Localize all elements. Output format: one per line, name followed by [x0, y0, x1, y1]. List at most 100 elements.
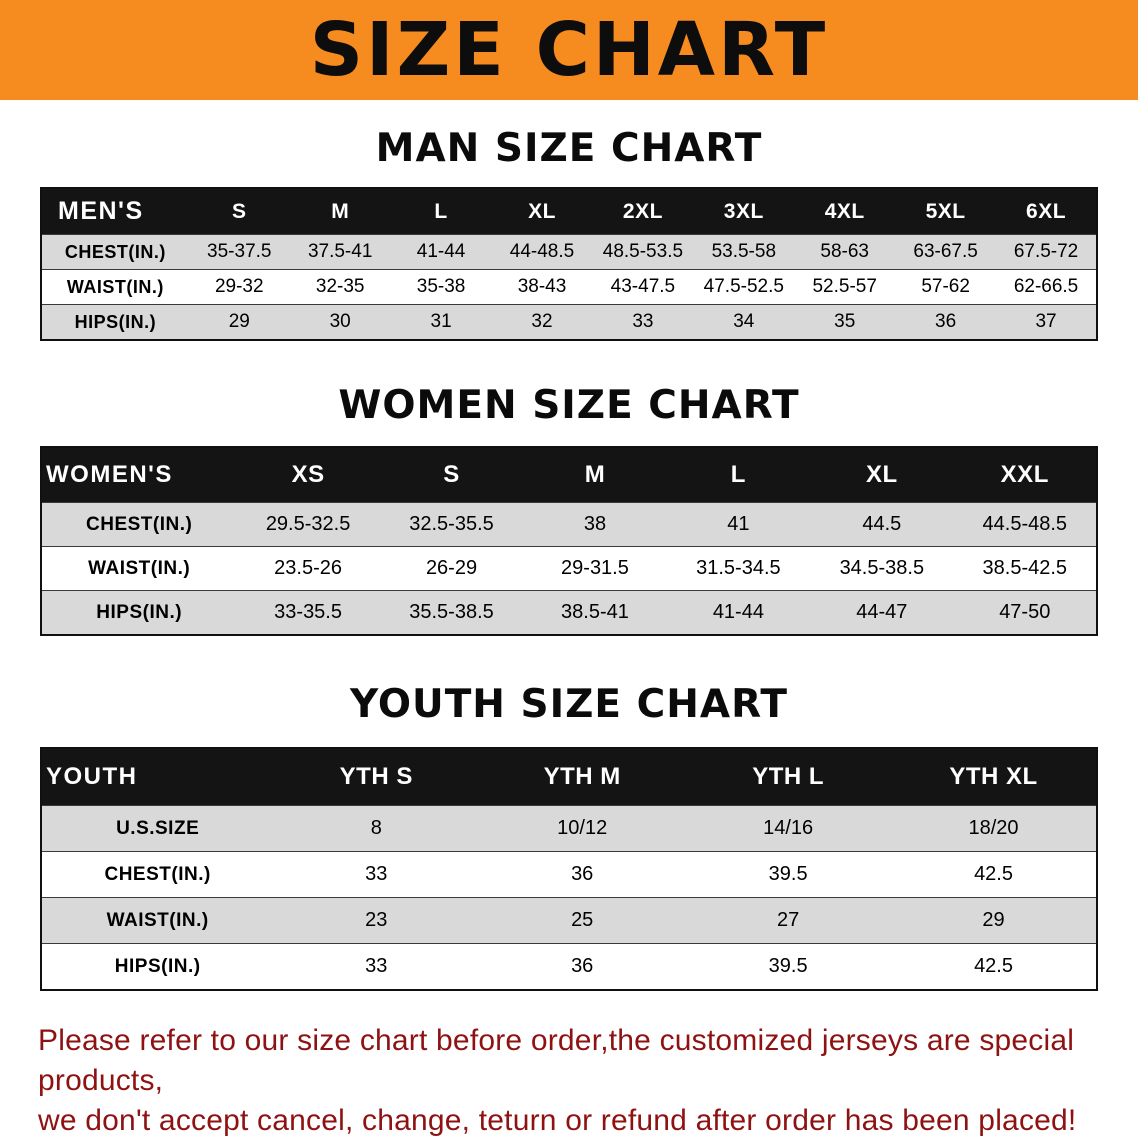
- men-section-heading: MAN SIZE CHART: [375, 126, 763, 171]
- row-label-cell: CHEST(IN.): [41, 234, 189, 270]
- size-table: MEN'S S M L XL 2XL 3XL 4XL 5XL 6XL CHEST(IN.) 35-37…: [40, 187, 1098, 341]
- value-cell: 35.5-38.5: [379, 590, 524, 635]
- value-cell: 35-38: [390, 269, 492, 305]
- size-column-header: 3XL: [723, 199, 764, 223]
- table-title-cell: WOMEN'S: [46, 461, 173, 488]
- value-cell: 39.5: [685, 943, 892, 990]
- value-cell: 38.5-41: [523, 590, 667, 635]
- value-cell: 31.5-34.5: [666, 546, 811, 591]
- value-cell: 18/20: [891, 805, 1097, 852]
- size-column-header: XL: [528, 199, 556, 223]
- row-label-cell: WAIST(IN.): [41, 269, 189, 305]
- row-label-cell: HIPS(IN.): [41, 590, 237, 635]
- size-column-header: 2XL: [622, 199, 663, 223]
- measurement-row: U.S.SIZE 8 10/12 14/16 18/20: [41, 805, 1097, 852]
- value-cell: 36: [479, 851, 686, 898]
- value-cell: 10/12: [479, 805, 686, 852]
- measurement-row: WAIST(IN.) 23.5-26 26-29 29-31.5 31.5-34.5 34…: [41, 546, 1097, 591]
- row-label-cell: CHEST(IN.): [41, 502, 237, 547]
- value-cell: 31: [390, 304, 492, 340]
- row-label-cell: WAIST(IN.): [41, 546, 237, 591]
- value-cell: 57-62: [895, 269, 997, 305]
- size-column-header: S: [443, 461, 460, 488]
- value-cell: 43-47.5: [592, 269, 694, 305]
- women-section-heading: WOMEN SIZE CHART: [338, 383, 800, 428]
- size-column-header: S: [232, 199, 247, 223]
- youth-size-table: YOUTH YTH S YTH M YTH L YTH XL U.S.SIZE 8 10/12…: [40, 747, 1098, 991]
- value-cell: 33-35.5: [236, 590, 380, 635]
- measurement-row: CHEST(IN.) 35-37.5 37.5-41 41-44 44-48.5 48.5…: [41, 234, 1097, 270]
- size-table: YOUTH YTH S YTH M YTH L YTH XL U.S.SIZE 8 10/12…: [40, 747, 1098, 991]
- value-cell: 29: [891, 897, 1097, 944]
- value-cell: 41-44: [390, 234, 492, 270]
- value-cell: 8: [273, 805, 480, 852]
- value-cell: 35-37.5: [188, 234, 290, 270]
- table-header-row: YOUTH YTH S YTH M YTH L YTH XL: [41, 748, 1097, 806]
- row-label-cell: HIPS(IN.): [41, 304, 189, 340]
- value-cell: 34: [693, 304, 795, 340]
- value-cell: 62-66.5: [996, 269, 1097, 305]
- measurement-row: HIPS(IN.) 33 36 39.5 42.5: [41, 943, 1097, 990]
- size-chart-banner: SIZE CHART: [0, 0, 1138, 100]
- value-cell: 53.5-58: [693, 234, 795, 270]
- value-cell: 41: [666, 502, 811, 547]
- value-cell: 38: [523, 502, 667, 547]
- value-cell: 32.5-35.5: [379, 502, 524, 547]
- value-cell: 29-31.5: [523, 546, 667, 591]
- size-column-header: M: [584, 461, 606, 488]
- value-cell: 47.5-52.5: [693, 269, 795, 305]
- measurement-row: CHEST(IN.) 29.5-32.5 32.5-35.5 38 41 44.5 44.5…: [41, 502, 1097, 547]
- size-column-header: XL: [865, 461, 898, 488]
- measurement-row: CHEST(IN.) 33 36 39.5 42.5: [41, 851, 1097, 898]
- order-policy-note-line2: we don't accept cancel, change, teturn o…: [38, 1104, 1077, 1138]
- value-cell: 33: [273, 851, 480, 898]
- measurement-row: HIPS(IN.) 29 30 31 32 33 34 35 36 37: [41, 304, 1097, 340]
- size-column-header: L: [730, 461, 746, 488]
- size-column-header: 6XL: [1026, 199, 1067, 223]
- size-column-header: XXL: [1000, 461, 1049, 488]
- table-header-row: WOMEN'S XS S M L XL XXL: [41, 447, 1097, 503]
- value-cell: 34.5-38.5: [810, 546, 954, 591]
- value-cell: 36: [479, 943, 686, 990]
- row-label-cell: HIPS(IN.): [41, 943, 274, 990]
- value-cell: 25: [479, 897, 686, 944]
- value-cell: 48.5-53.5: [592, 234, 694, 270]
- value-cell: 37.5-41: [289, 234, 391, 270]
- value-cell: 29-32: [188, 269, 290, 305]
- size-column-header: M: [331, 199, 350, 223]
- size-column-header: YTH L: [752, 763, 825, 790]
- men-size-table: MEN'S S M L XL 2XL 3XL 4XL 5XL 6XL CHEST(IN.) 35-37…: [40, 187, 1098, 341]
- value-cell: 44-48.5: [491, 234, 593, 270]
- size-column-header: YTH S: [339, 763, 413, 790]
- value-cell: 58-63: [794, 234, 896, 270]
- value-cell: 32: [491, 304, 593, 340]
- size-column-header: 4XL: [824, 199, 865, 223]
- value-cell: 67.5-72: [996, 234, 1097, 270]
- measurement-row: WAIST(IN.) 23 25 27 29: [41, 897, 1097, 944]
- order-policy-note: Please refer to our size chart before or…: [38, 1021, 1100, 1142]
- banner-title: SIZE CHART: [309, 7, 829, 93]
- value-cell: 38.5-42.5: [953, 546, 1097, 591]
- row-label-cell: U.S.SIZE: [41, 805, 274, 852]
- size-column-header: XS: [291, 461, 325, 488]
- value-cell: 39.5: [685, 851, 892, 898]
- size-table: WOMEN'S XS S M L XL XXL CHEST(IN.) 29.5-32.5 32.5…: [40, 446, 1098, 636]
- size-column-header: L: [434, 199, 448, 223]
- youth-section-heading: YOUTH SIZE CHART: [350, 682, 788, 727]
- value-cell: 27: [685, 897, 892, 944]
- value-cell: 35: [794, 304, 896, 340]
- value-cell: 33: [273, 943, 480, 990]
- value-cell: 44-47: [810, 590, 954, 635]
- measurement-row: WAIST(IN.) 29-32 32-35 35-38 38-43 43-47.5 47.…: [41, 269, 1097, 305]
- value-cell: 36: [895, 304, 997, 340]
- value-cell: 29: [188, 304, 290, 340]
- value-cell: 52.5-57: [794, 269, 896, 305]
- size-column-header: 5XL: [925, 199, 966, 223]
- value-cell: 42.5: [891, 851, 1097, 898]
- value-cell: 37: [996, 304, 1097, 340]
- value-cell: 32-35: [289, 269, 391, 305]
- table-title-cell: YOUTH: [46, 763, 138, 790]
- row-label-cell: WAIST(IN.): [41, 897, 274, 944]
- value-cell: 44.5-48.5: [953, 502, 1097, 547]
- value-cell: 42.5: [891, 943, 1097, 990]
